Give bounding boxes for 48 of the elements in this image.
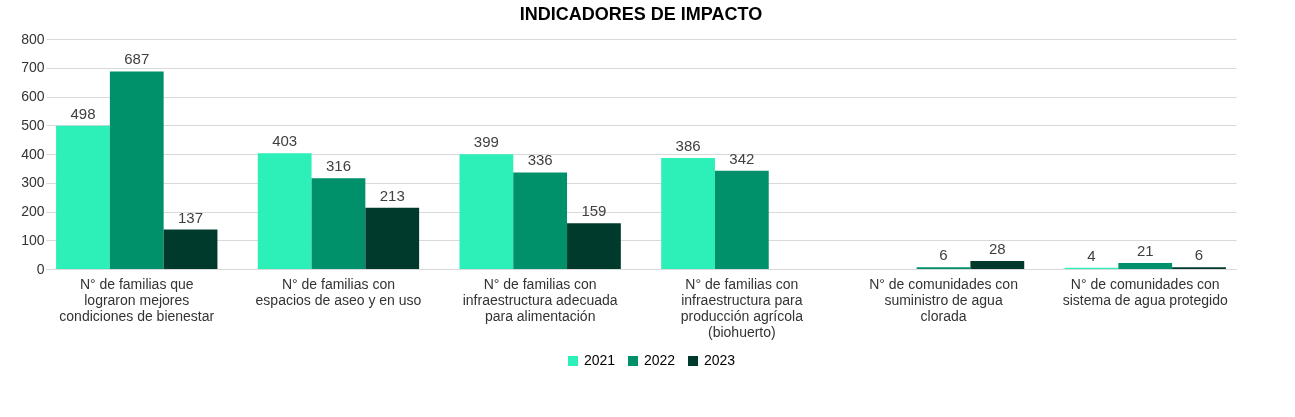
bar — [109, 71, 164, 269]
data-label: 687 — [124, 50, 150, 68]
chart-title: INDICADORES DE IMPACTO — [519, 4, 763, 24]
data-label: 336 — [527, 151, 553, 169]
data-label: 6 — [1194, 246, 1204, 264]
data-label: 316 — [325, 157, 351, 175]
data-label: 386 — [675, 137, 701, 155]
bar — [513, 172, 568, 269]
bar — [970, 260, 1025, 269]
bar — [567, 223, 621, 269]
legend-label: 2023 — [704, 352, 736, 368]
data-label: 137 — [178, 208, 204, 226]
bar — [1118, 262, 1173, 269]
x-tick-label: N° de comunidades con suministro de agua clorada — [869, 275, 1018, 324]
data-label: 403 — [272, 132, 298, 150]
y-tick-label: 0 — [36, 260, 45, 277]
bar — [459, 154, 514, 269]
legend-label: 2022 — [644, 352, 676, 368]
data-label: 21 — [1136, 241, 1154, 259]
bar — [257, 153, 312, 269]
data-label: 159 — [581, 202, 607, 220]
y-tick-label: 400 — [21, 145, 45, 162]
y-tick-label: 500 — [21, 116, 45, 133]
bar — [163, 229, 218, 269]
y-tick-label: 800 — [21, 30, 45, 47]
y-tick-label: 600 — [21, 88, 45, 104]
bar — [714, 170, 769, 269]
data-label: 342 — [729, 149, 755, 167]
bar — [56, 125, 110, 269]
data-label: 6 — [939, 246, 948, 264]
y-tick-label: 300 — [21, 174, 45, 191]
y-tick-label: 700 — [21, 59, 45, 76]
x-tick-label: N° de familias con infraestructura adecuada para alimentación — [462, 275, 618, 324]
y-tick-label: 200 — [21, 203, 45, 219]
x-tick-label: N° de familias con infraestructura para producción agrícola (biohuerto) — [680, 275, 804, 340]
x-tick-label: N° de familias que lograron mejores condiciones de bienestar — [59, 275, 215, 324]
data-label: 4 — [1087, 246, 1096, 264]
x-tick-label: N° de familias con espacios de aseo y en uso — [255, 275, 422, 308]
data-label: 213 — [379, 186, 405, 204]
bar — [661, 158, 715, 269]
data-label: 498 — [70, 104, 96, 122]
x-tick-label: N° de comunidades con sistema de agua protegido — [1062, 275, 1228, 308]
legend-label: 2021 — [584, 352, 616, 368]
data-label: 399 — [473, 133, 499, 151]
bar — [311, 178, 366, 269]
data-label: 28 — [988, 239, 1006, 257]
y-tick-label: 100 — [21, 231, 45, 248]
bar — [365, 207, 420, 269]
